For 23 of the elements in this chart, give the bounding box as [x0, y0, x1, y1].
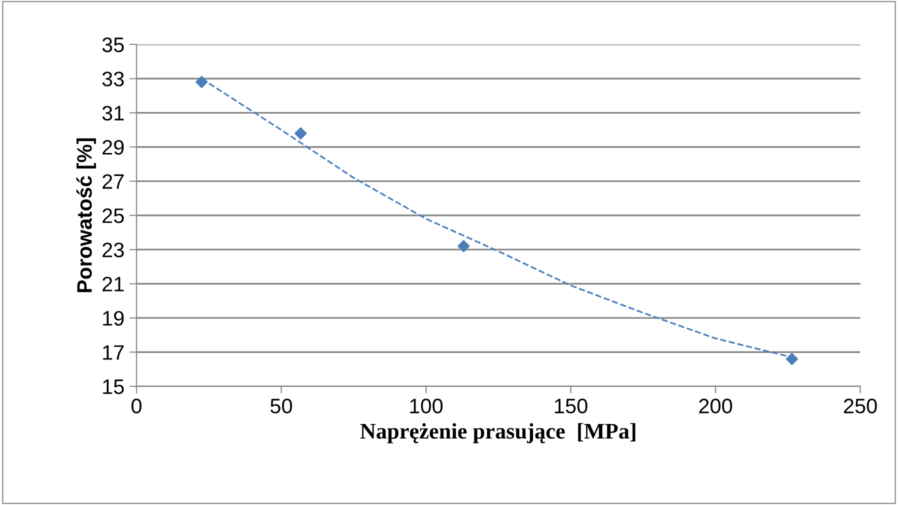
- y-tick-label: 19: [103, 310, 124, 326]
- y-tick-label: 21: [102, 276, 124, 292]
- x-tick-label: 150: [554, 398, 588, 414]
- y-tick-label: 31: [102, 106, 124, 121]
- y-tick-label: 17: [103, 345, 124, 360]
- x-tick-label: 0: [132, 398, 142, 414]
- x-tick-label: 200: [699, 398, 732, 414]
- y-tick-label: 25: [102, 208, 124, 224]
- y-tick-label: 27: [102, 174, 124, 189]
- point: [294, 127, 307, 140]
- point: [458, 240, 470, 252]
- y-tick-label: 15: [103, 380, 124, 394]
- y-tick-label: 23: [102, 242, 124, 258]
- point: [196, 76, 208, 88]
- point: [786, 352, 798, 366]
- y-tick-label: 33: [102, 72, 124, 86]
- y-axis-title: Porowatość [%]: [76, 138, 96, 292]
- y-tick-label: 29: [102, 140, 124, 155]
- x-axis-title: Naprężenie prasujące [MPa]: [360, 423, 636, 444]
- y-tick-label: 35: [102, 37, 124, 52]
- x-tick-label: 50: [270, 398, 292, 414]
- x-tick-label: 250: [844, 398, 877, 414]
- x-tick-label: 100: [410, 398, 443, 414]
